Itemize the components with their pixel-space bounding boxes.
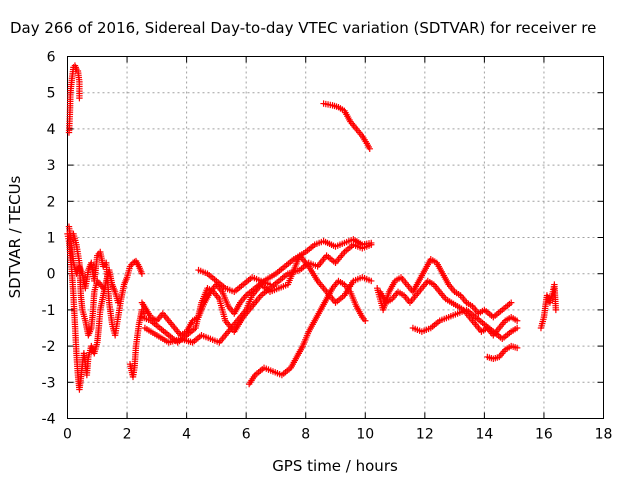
x-tick-label: 18: [595, 427, 613, 443]
data-points: [64, 62, 560, 393]
series-final: [537, 281, 560, 332]
series-late-a: [373, 256, 515, 321]
data-point: [100, 284, 107, 292]
data-point: [138, 270, 146, 277]
data-point: [368, 241, 375, 248]
series-late-c: [409, 306, 521, 343]
y-tick-label: -4: [42, 412, 56, 428]
y-axis-label: SDTVAR / TECUs: [6, 175, 24, 298]
data-point: [513, 344, 521, 352]
series-band-c: [141, 252, 375, 346]
data-point: [366, 145, 373, 153]
y-tick-label: 3: [47, 158, 56, 174]
series-lower-rise: [245, 277, 369, 388]
x-tick-label: 4: [182, 427, 191, 443]
x-tick-label: 14: [475, 427, 493, 443]
y-tick-label: 1: [47, 231, 56, 247]
data-point: [76, 94, 83, 102]
y-tick-label: 2: [47, 194, 56, 210]
data-point: [266, 281, 274, 288]
series-early-scatter-3: [70, 230, 107, 339]
y-tick-label: 5: [47, 86, 56, 102]
series-high-arc: [320, 100, 373, 153]
series-early-top: [65, 62, 83, 136]
series-late-d: [484, 342, 521, 362]
data-point: [513, 324, 521, 332]
x-tick-label: 0: [63, 427, 72, 443]
y-tick-label: 6: [47, 50, 56, 66]
chart-title: Day 266 of 2016, Sidereal Day-to-day VTE…: [10, 19, 596, 37]
y-tick-label: 4: [47, 122, 56, 138]
data-point: [513, 317, 521, 324]
grid: [67, 56, 604, 419]
series-band-d: [195, 266, 274, 295]
data-point: [368, 277, 375, 285]
data-point: [552, 306, 560, 314]
x-tick-label: 12: [416, 427, 434, 443]
y-tick-label: -1: [42, 303, 56, 319]
x-tick-label: 16: [535, 427, 553, 443]
series-late-b: [376, 277, 521, 339]
data-point: [507, 299, 515, 306]
y-tick-label: -2: [42, 339, 56, 355]
data-point: [362, 317, 369, 324]
x-axis-label: GPS time / hours: [272, 457, 398, 475]
x-tick-label: 2: [123, 427, 132, 443]
x-tick-label: 10: [356, 427, 374, 443]
x-tick-label: 6: [242, 427, 251, 443]
y-tick-label: -3: [42, 375, 56, 391]
x-tick-label: 8: [301, 427, 310, 443]
y-tick-label: 0: [47, 267, 56, 283]
